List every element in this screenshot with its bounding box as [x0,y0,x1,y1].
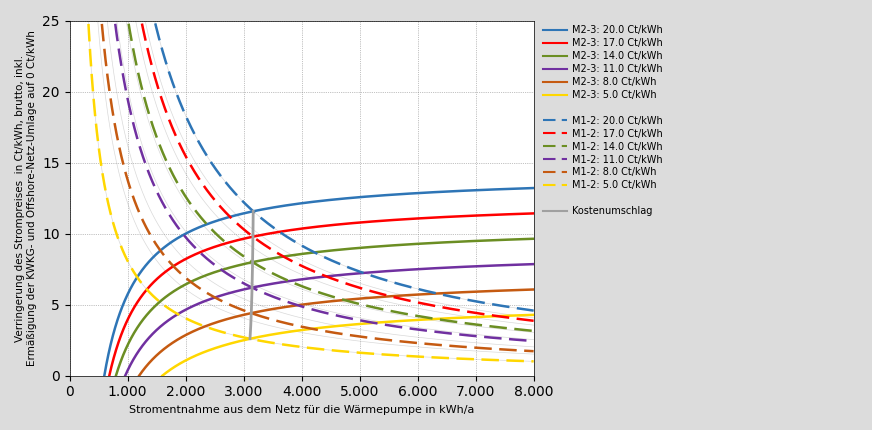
X-axis label: Stromentnahme aus dem Netz für die Wärmepumpe in kWh/a: Stromentnahme aus dem Netz für die Wärme… [129,405,474,415]
Y-axis label: Verringerung des Strompreises  in Ct/kWh, brutto, inkl.
Ermäßigung der KWKG- und: Verringerung des Strompreises in Ct/kWh,… [15,30,37,366]
Legend: M2-3: 20.0 Ct/kWh, M2-3: 17.0 Ct/kWh, M2-3: 14.0 Ct/kWh, M2-3: 11.0 Ct/kWh, M2-3: M2-3: 20.0 Ct/kWh, M2-3: 17.0 Ct/kWh, M2… [543,25,663,216]
